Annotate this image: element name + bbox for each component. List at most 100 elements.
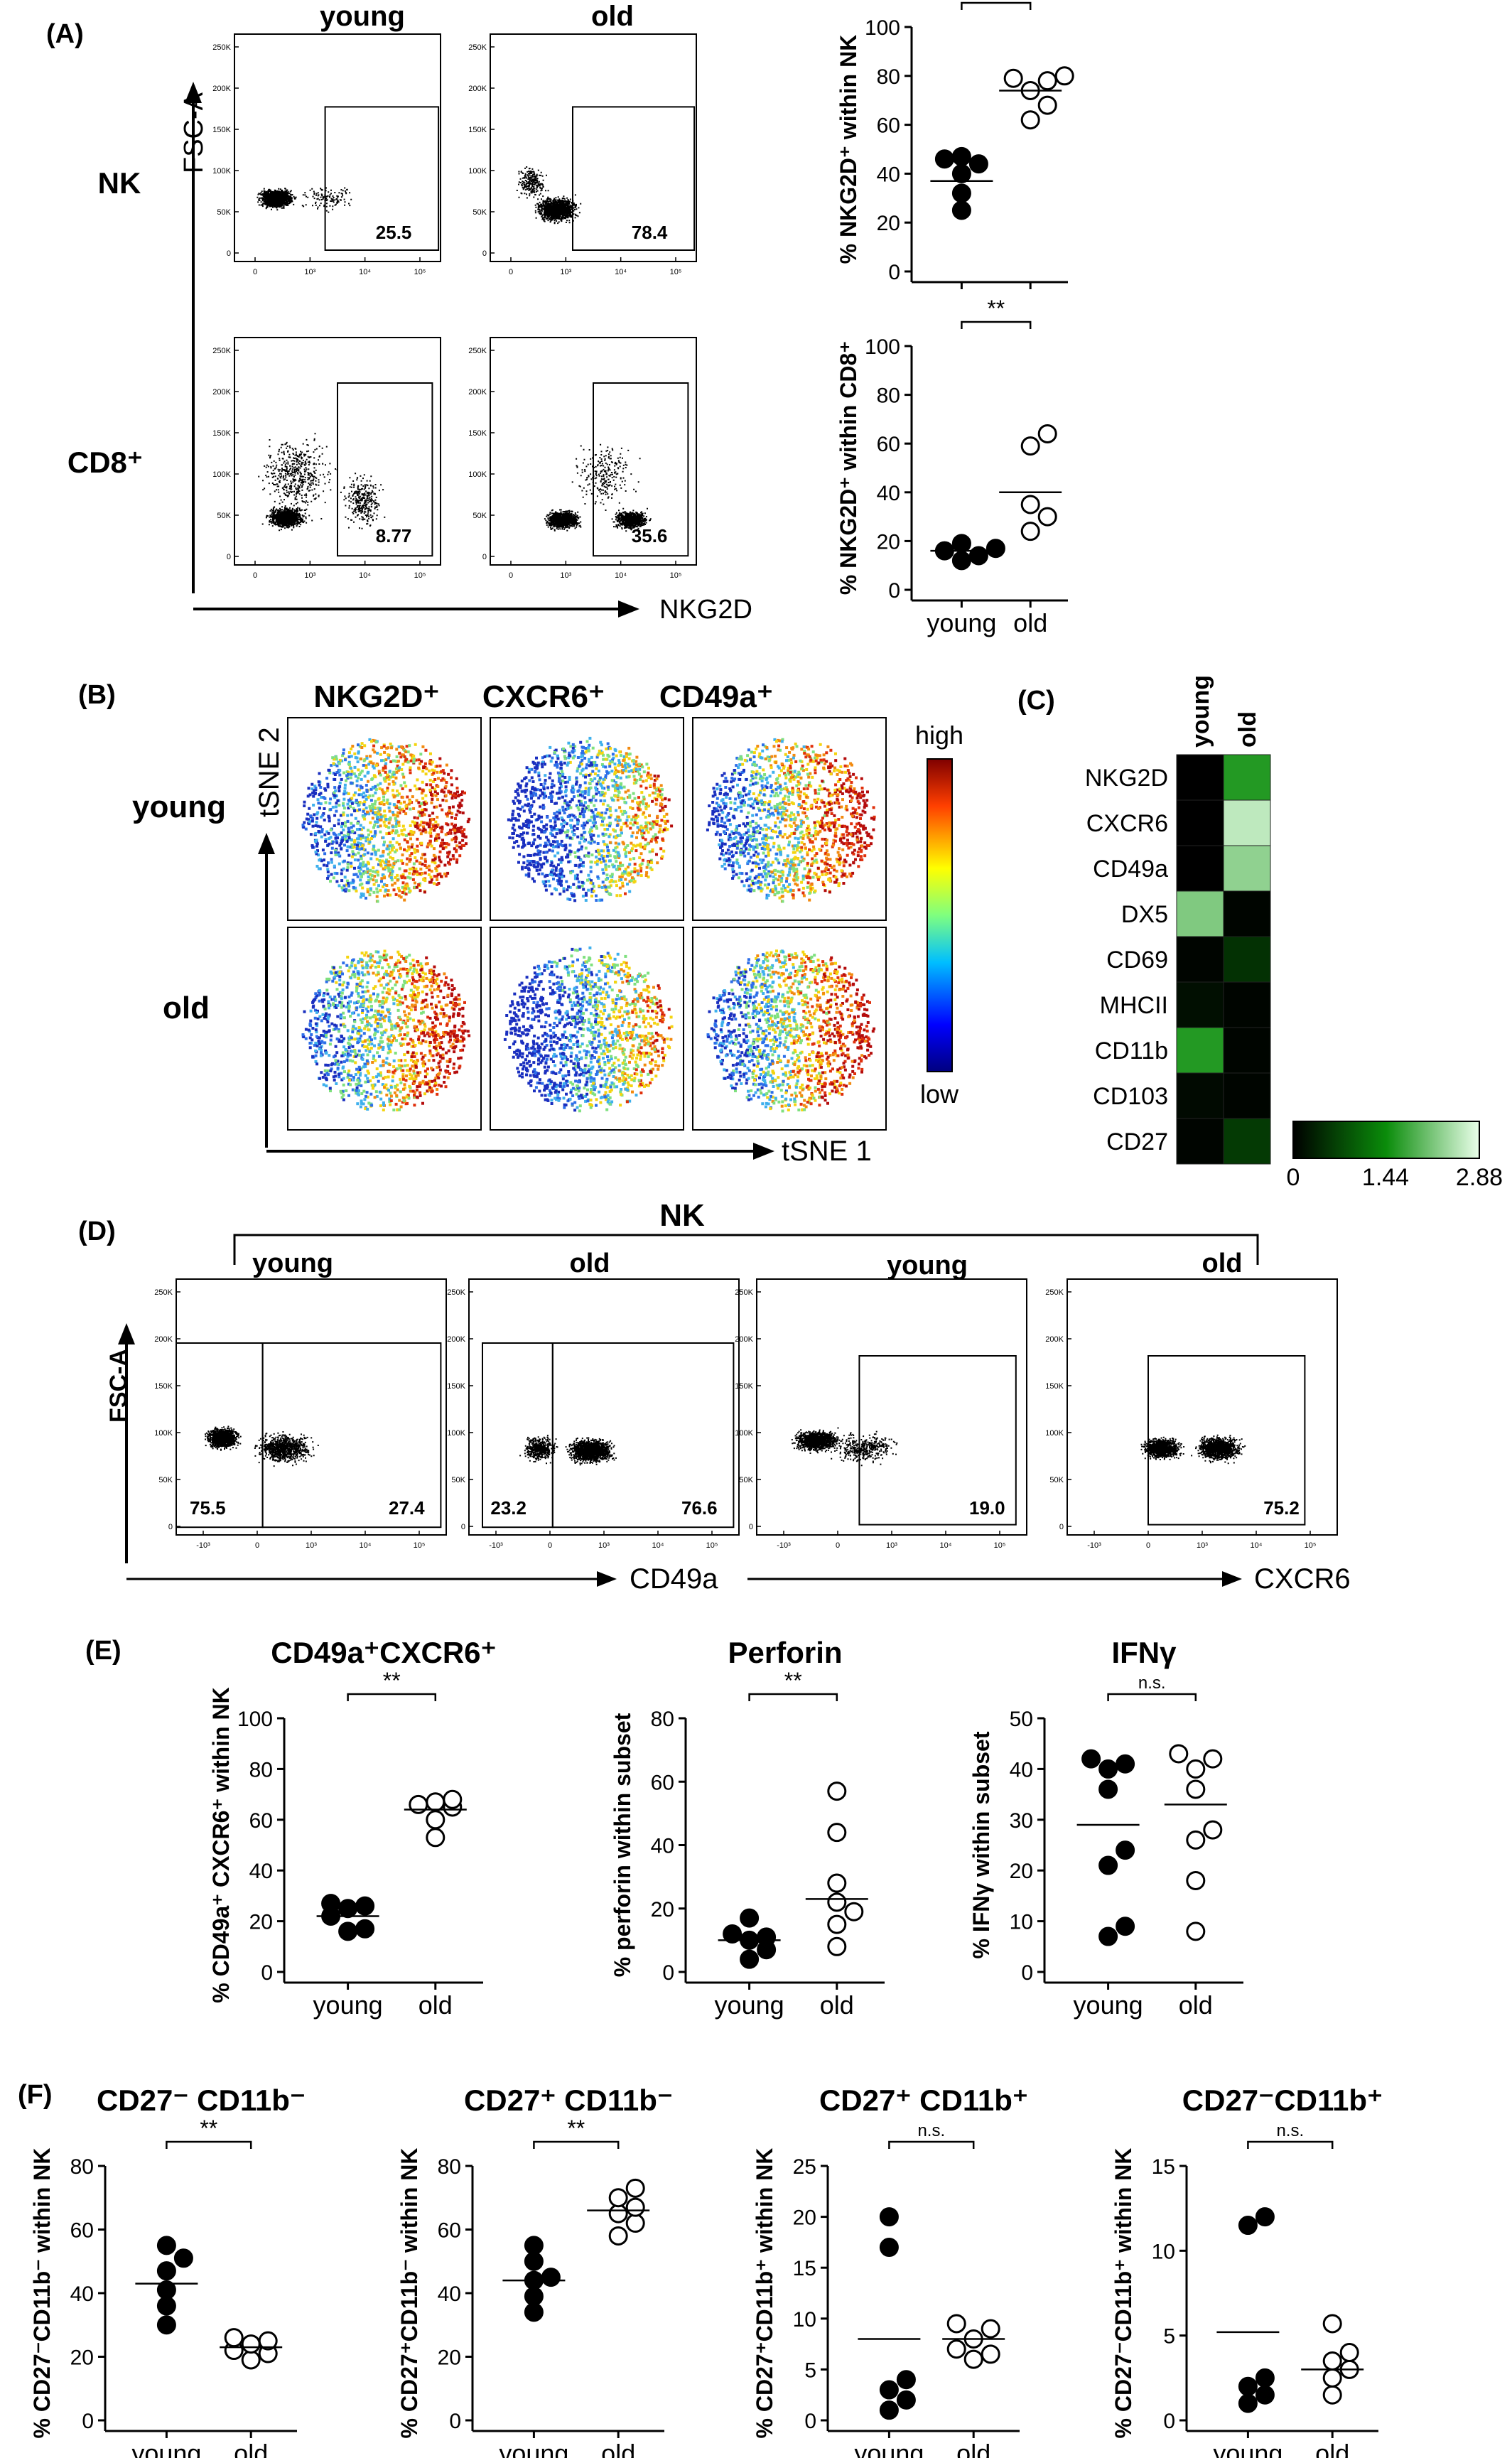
y-tick-label: 100: [865, 16, 900, 40]
data-point: [1116, 1754, 1135, 1774]
data-point: [241, 2350, 261, 2370]
data-point: [934, 149, 954, 169]
x-tick-label: old: [418, 1990, 453, 2020]
significance-bracket: [1107, 1693, 1197, 1701]
heatmap-cell: [1176, 1027, 1224, 1074]
y-tick-label: 0: [888, 579, 900, 603]
heatmap-cell: [1223, 981, 1271, 1028]
data-point: [951, 534, 971, 554]
y-tick-label: 250K: [154, 1288, 173, 1297]
data-point: [968, 546, 988, 566]
data-point: [1003, 68, 1023, 88]
data-point: [740, 1949, 760, 1969]
data-point: [827, 1936, 847, 1956]
y-tick-label: 0: [82, 2410, 94, 2433]
data-point: [896, 2370, 916, 2390]
y-tick-label: 40: [438, 2282, 461, 2306]
significance-bracket: [347, 1693, 437, 1701]
gate-value: 35.6: [632, 525, 668, 546]
y-tick-label: 150K: [212, 126, 231, 134]
y-tick-label: 40: [1010, 1758, 1033, 1781]
d-x-axis-cd49a: CD49a: [630, 1563, 718, 1595]
a-x-axis-label: NKG2D: [659, 595, 752, 625]
panel-d-flow: NK young old young old FSC-A CD49a CXCR6…: [105, 1198, 1351, 1595]
d-col-3: young: [887, 1251, 968, 1281]
data-point: [981, 2344, 1000, 2364]
a-row-nk: NK: [98, 166, 141, 200]
data-point: [757, 1927, 777, 1947]
x-tick-label: young: [313, 1990, 383, 2020]
tsne-plot-2-3: [692, 927, 887, 1131]
y-tick-label: 0: [461, 1523, 465, 1531]
significance-label: n.s.: [1276, 2121, 1304, 2140]
gate-value: 76.6: [681, 1497, 718, 1519]
x-tick-label: 0: [509, 268, 513, 276]
x-tick-label: 0: [548, 1541, 552, 1550]
heatmap-cell: [1223, 1118, 1271, 1165]
gate-value: 8.77: [376, 525, 412, 546]
data-point: [1098, 1779, 1118, 1799]
y-tick-label: 15: [1152, 2155, 1175, 2179]
significance-label: **: [383, 1668, 401, 1693]
data-point: [951, 146, 971, 166]
data-point: [946, 2339, 966, 2359]
y-tick-label: 200K: [212, 388, 231, 397]
y-tick-label: 5: [1163, 2325, 1175, 2349]
y-tick-label: 80: [877, 65, 900, 89]
gate: [593, 382, 689, 557]
data-point: [1020, 110, 1040, 130]
significance-label: **: [784, 1668, 802, 1693]
heatmap-cell: [1223, 845, 1271, 892]
data-point: [608, 2188, 628, 2208]
a-flow-plot-4: 0 50K 100K 150K 200K 250K 0 10³ 10⁴ 10⁵ 35.6: [468, 337, 697, 580]
y-axis-label: % NKG2D⁺ within CD8⁺: [836, 341, 861, 595]
gate-value: 27.4: [389, 1497, 425, 1519]
data-point: [827, 1781, 847, 1801]
heatmap-cell: [1223, 754, 1271, 801]
data-point: [355, 1919, 375, 1939]
a-flow-plot-2: 0 50K 100K 150K 200K 250K 0 10³ 10⁴ 10⁵ 78.4: [468, 33, 697, 276]
data-point: [258, 2331, 278, 2351]
dot-plot-F-3: 0 5 10 15 20 25 young old % CD27⁺CD11b⁺ within N…: [752, 2084, 1028, 2458]
event-dots: [519, 1435, 617, 1466]
data-point: [625, 2214, 645, 2233]
y-tick-label: 150K: [212, 429, 231, 438]
y-tick-label: 40: [70, 2282, 94, 2306]
data-point: [608, 2226, 628, 2246]
y-tick-label: 0: [227, 553, 231, 561]
a-y-axis-label: FSC-A: [179, 92, 209, 173]
chart-title: CD49a⁺CXCR6⁺: [271, 1636, 496, 1669]
y-tick-label: 60: [877, 433, 900, 456]
data-point: [951, 183, 971, 203]
y-axis-label: % CD27⁻CD11b⁻ within NK: [29, 2148, 55, 2439]
heatmap-cell: [1176, 890, 1224, 937]
y-tick-label: 100K: [212, 167, 231, 176]
y-tick-label: 250K: [212, 43, 231, 52]
tsne-plot-1-1: [287, 717, 482, 921]
y-tick-label: 0: [261, 1961, 273, 1985]
significance-bracket: [961, 1, 1032, 10]
x-tick-label: 10⁵: [670, 268, 682, 276]
y-tick-label: 10: [793, 2308, 816, 2332]
c-scale-0: 0: [1287, 1164, 1300, 1191]
data-point: [723, 1924, 742, 1944]
x-tick-label: 10⁵: [706, 1541, 718, 1550]
y-tick-label: 15: [793, 2257, 816, 2280]
y-axis-label: % IFNγ within subset: [968, 1731, 994, 1958]
data-point: [827, 1914, 847, 1934]
b-scale-high: high: [915, 721, 963, 750]
x-tick-label: young: [927, 608, 996, 637]
data-point: [1255, 2207, 1275, 2227]
data-point: [1203, 1749, 1223, 1769]
y-tick-label: 60: [249, 1809, 273, 1833]
x-tick-label: 0: [253, 571, 257, 580]
y-tick-label: 250K: [212, 347, 231, 355]
y-tick-label: 100K: [212, 470, 231, 479]
heatmap-cell: [1223, 890, 1271, 937]
event-dots: [258, 433, 386, 532]
y-tick-label: 60: [70, 2219, 94, 2243]
tsne-plot-1-3: [692, 717, 887, 921]
gate: [551, 1342, 735, 1529]
panel-label-d: (D): [78, 1217, 116, 1246]
